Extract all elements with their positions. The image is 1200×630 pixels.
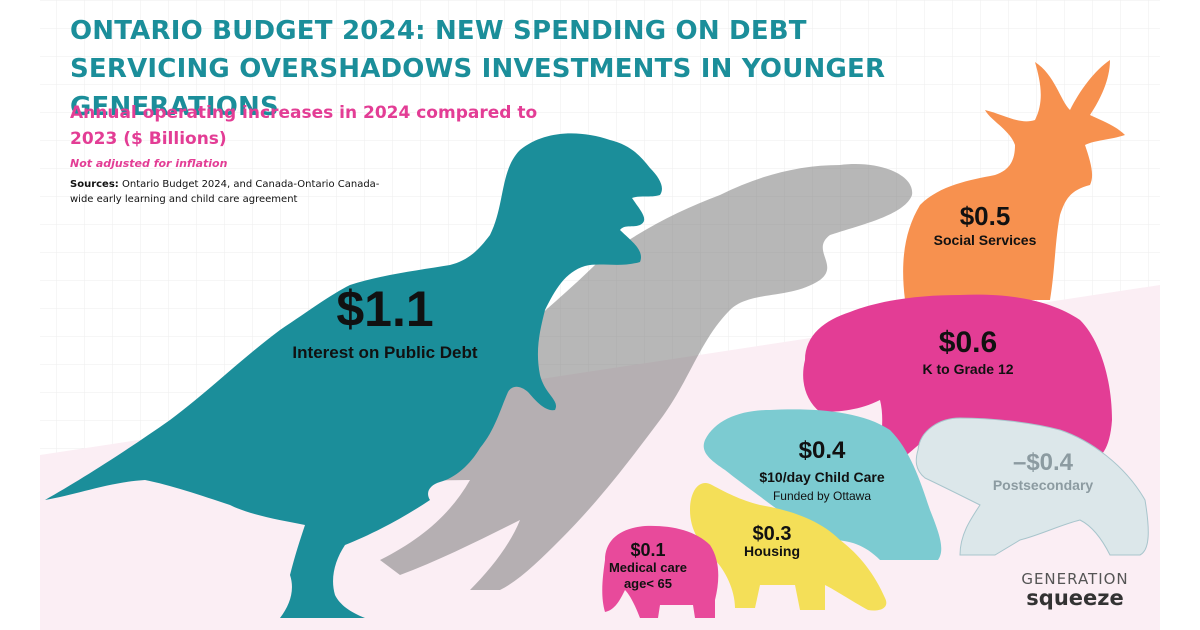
logo-line-2: squeeze xyxy=(1026,586,1124,610)
value-label: –$0.4 xyxy=(1013,449,1074,476)
elephant-icon xyxy=(602,525,719,618)
category-label: $10/day Child Care xyxy=(759,469,884,485)
chart-subtitle: Annual operating increases in 2024 compa… xyxy=(70,103,538,149)
bear-cub-icon xyxy=(703,409,942,562)
category-note: Funded by Ottawa xyxy=(773,489,871,503)
polar-bear-icon xyxy=(915,417,1149,556)
value-label: $0.5 xyxy=(960,201,1011,231)
value-label: $1.1 xyxy=(336,281,433,337)
category-label: Social Services xyxy=(934,232,1037,248)
page-title: ONTARIO BUDGET 2024: NEW SPENDING ON DEB… xyxy=(70,16,886,122)
value-label: $0.4 xyxy=(799,437,846,464)
inflation-note: Not adjusted for inflation xyxy=(70,157,228,170)
bear-icon xyxy=(803,294,1112,460)
category-label: Medical care xyxy=(609,560,687,575)
category-label: age< 65 xyxy=(624,576,672,591)
sources-note: Sources: Ontario Budget 2024, and Canada… xyxy=(70,177,390,207)
category-label: Postsecondary xyxy=(993,477,1094,493)
t-rex-icon xyxy=(45,133,662,618)
deer-icon xyxy=(903,60,1125,300)
generation-squeeze-logo: GENERATION squeeze xyxy=(1010,570,1140,610)
value-label: $0.1 xyxy=(630,540,665,560)
value-label: $0.3 xyxy=(753,523,792,545)
category-label: Interest on Public Debt xyxy=(292,343,477,362)
sources-text: Ontario Budget 2024, and Canada-Ontario … xyxy=(70,179,380,205)
sources-label: Sources: xyxy=(70,179,119,190)
category-label: K to Grade 12 xyxy=(922,361,1013,377)
category-label: Housing xyxy=(744,543,800,559)
logo-line-1: GENERATION xyxy=(1021,570,1129,588)
value-label: $0.6 xyxy=(939,326,997,359)
fox-icon xyxy=(690,482,887,611)
